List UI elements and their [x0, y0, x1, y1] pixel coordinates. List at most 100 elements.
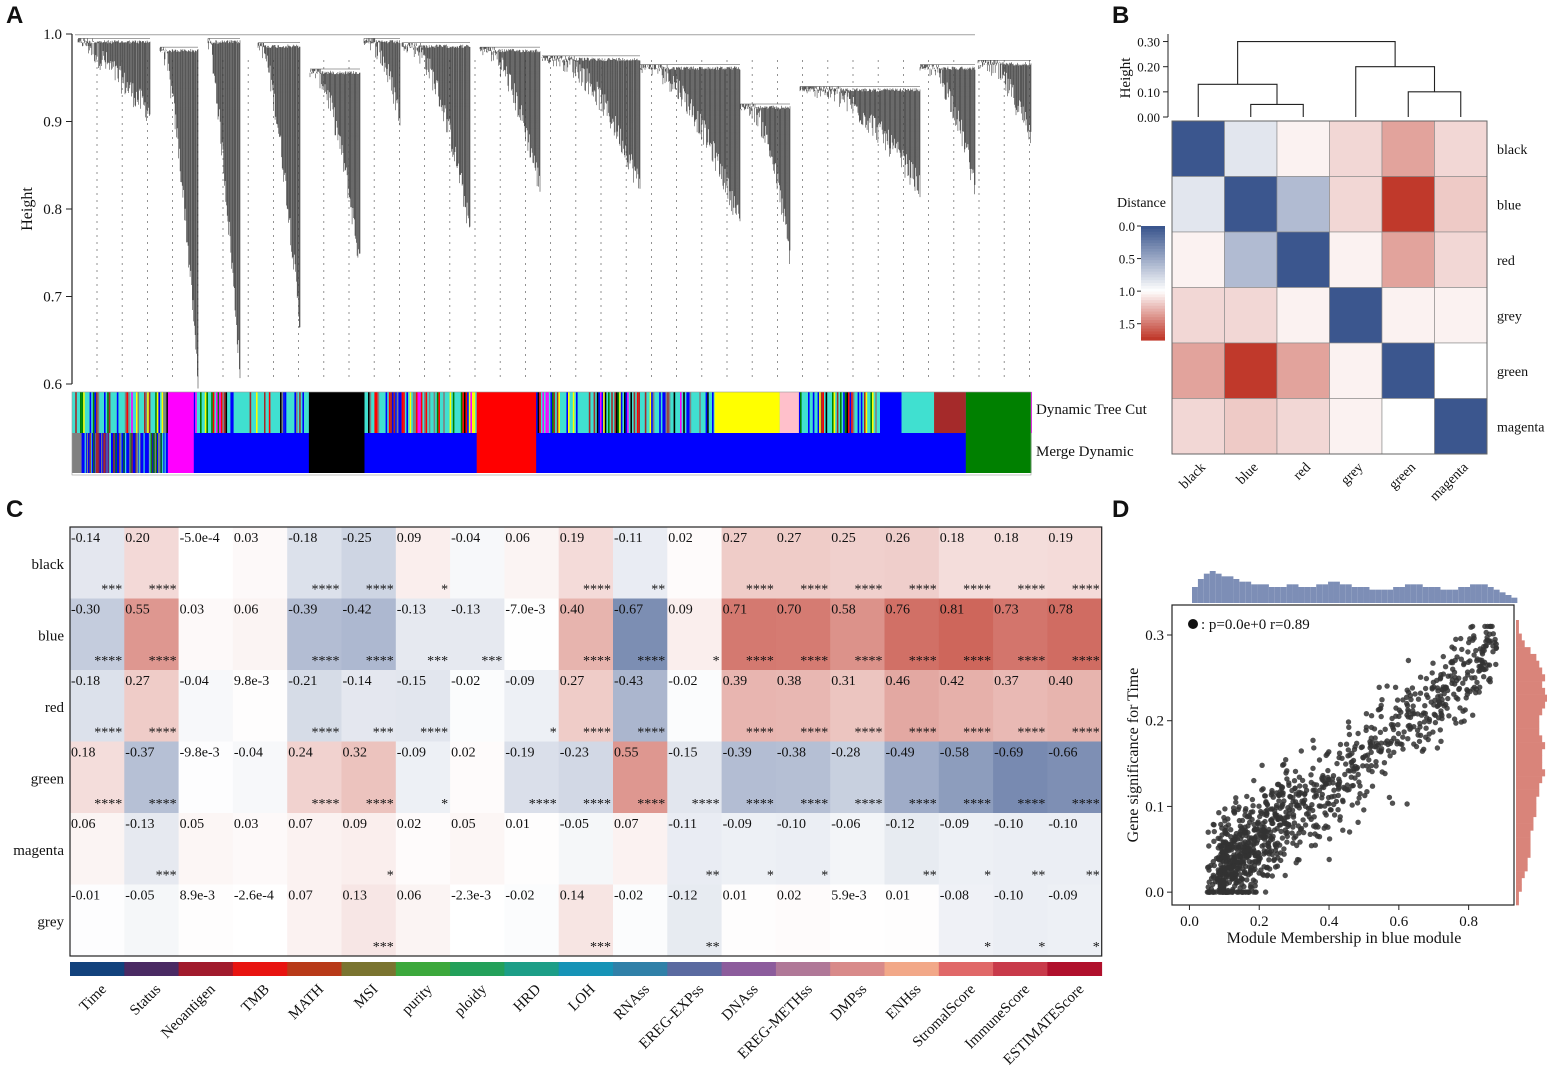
a-cut-stripe: [872, 392, 874, 433]
d-point: [1241, 868, 1248, 875]
b-legend-tick-label: 0.0: [1119, 219, 1135, 234]
d-point: [1359, 744, 1366, 750]
b-legend-swatch: [1141, 322, 1165, 327]
c-heat-cell: [558, 884, 614, 957]
a-merge-stripe: [115, 432, 117, 473]
b-height-tick-label: 0.30: [1137, 35, 1160, 50]
d-point: [1480, 666, 1486, 672]
d-point: [1460, 708, 1466, 714]
a-cut-stripe: [460, 392, 463, 433]
c-cell-value: 0.76: [886, 603, 911, 618]
d-point: [1316, 834, 1323, 840]
c-cell-value: 0.78: [1048, 603, 1073, 618]
c-trait-color: [124, 962, 179, 976]
c-cell-significance: ****: [312, 654, 340, 669]
d-point: [1417, 720, 1423, 727]
a-merge-stripe: [101, 432, 103, 473]
d-point: [1353, 766, 1360, 772]
a-cut-stripe: [81, 392, 84, 433]
a-cut-stripe: [108, 392, 111, 433]
a-cut-stripe: [651, 392, 653, 433]
d-point: [1409, 685, 1416, 691]
d-point: [1405, 657, 1412, 664]
d-point: [1355, 819, 1361, 825]
c-cell-value: -0.19: [505, 746, 534, 761]
a-cut-stripe: [558, 392, 560, 433]
a-cut-stripe: [283, 392, 285, 433]
c-heat-cell: [287, 884, 342, 957]
d-point: [1294, 856, 1301, 863]
c-heat-cell: [938, 813, 994, 885]
c-cell-significance: ****: [800, 654, 828, 669]
d-point: [1387, 753, 1393, 759]
d-point: [1352, 775, 1358, 781]
c-heat-cell: [613, 670, 668, 742]
d-point: [1382, 726, 1388, 732]
a-merge-stripe: [113, 432, 115, 473]
d-point: [1443, 684, 1450, 691]
b-heat-cell: [1224, 398, 1278, 455]
d-point: [1206, 864, 1212, 870]
d-point: [1250, 877, 1257, 883]
a-dynamic-tree-cut-row-label: Dynamic Tree Cut: [1036, 402, 1148, 418]
a-cut-stripe: [280, 392, 282, 433]
a-cut-stripe: [689, 392, 692, 433]
d-point: [1421, 719, 1428, 725]
a-cut-stripe: [857, 392, 860, 433]
d-point: [1259, 843, 1265, 849]
a-cut-stripe: [473, 392, 476, 433]
a-cut-stripe: [148, 392, 151, 433]
c-heat-cell: [287, 670, 342, 742]
c-cell-value: 0.18: [940, 531, 965, 546]
c-cell-value: -0.05: [560, 817, 589, 832]
a-cut-block-red: [476, 392, 537, 433]
d-point: [1445, 695, 1451, 702]
d-point: [1269, 790, 1275, 796]
a-cut-stripe: [800, 392, 802, 433]
c-cell-value: -0.15: [397, 674, 426, 689]
c-cell-significance: ****: [312, 797, 340, 812]
c-heat-cell: [124, 670, 179, 742]
d-point: [1375, 707, 1382, 713]
d-point: [1373, 759, 1379, 765]
c-cell-value: -0.12: [668, 889, 697, 904]
d-point: [1279, 835, 1286, 841]
d-point: [1229, 876, 1236, 882]
a-cut-stripe: [284, 392, 287, 433]
d-point: [1252, 883, 1258, 889]
c-cell-significance: **: [1031, 869, 1045, 884]
a-cut-stripe: [403, 392, 405, 433]
d-top-hist-bar: [1274, 587, 1281, 603]
c-cell-value: 0.31: [831, 674, 856, 689]
a-cut-stripe: [281, 392, 284, 433]
c-cell-value: -5.0e-4: [180, 531, 220, 546]
d-point: [1446, 713, 1452, 719]
d-point: [1250, 803, 1256, 809]
d-point: [1449, 677, 1456, 683]
a-cut-stripe: [820, 392, 823, 433]
d-point: [1293, 833, 1299, 839]
d-right-hist-bar: [1516, 674, 1546, 682]
c-heat-cell: [775, 813, 831, 885]
d-point: [1294, 842, 1300, 849]
d-point: [1239, 817, 1246, 824]
d-right-hist-bar: [1516, 823, 1534, 831]
b-heat-cell: [1434, 120, 1488, 177]
a-cut-stripe: [606, 392, 608, 433]
c-heat-cell: [232, 813, 288, 885]
d-point: [1231, 838, 1237, 844]
d-point: [1233, 870, 1239, 876]
b-legend-swatch: [1141, 268, 1165, 273]
a-cut-stripe: [419, 392, 421, 433]
d-point: [1218, 821, 1224, 828]
d-point: [1298, 748, 1305, 754]
a-cut-block-pink: [779, 392, 799, 433]
d-point: [1449, 658, 1455, 665]
b-heat-cell: [1381, 120, 1435, 177]
b-row-label-green: green: [1497, 365, 1528, 380]
d-point: [1440, 653, 1447, 660]
c-cell-significance: ****: [312, 726, 340, 741]
d-point: [1429, 685, 1435, 691]
d-right-hist-bar: [1516, 796, 1537, 804]
d-point: [1430, 660, 1436, 666]
